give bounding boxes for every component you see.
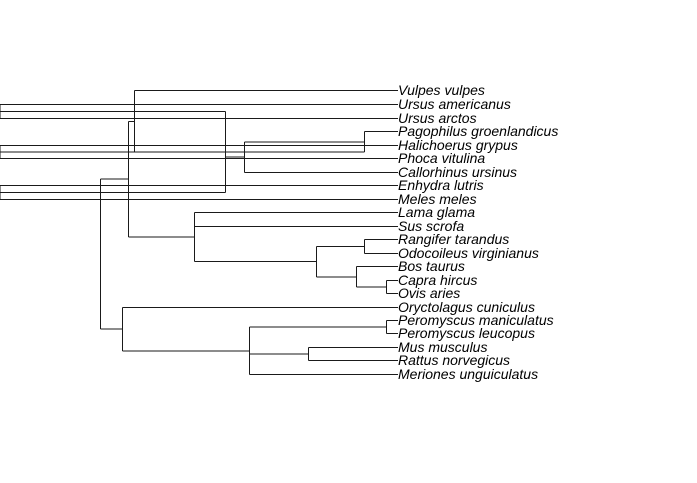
tip-label: Lama glama — [398, 204, 475, 220]
tip-label: Meriones unguiculatus — [398, 366, 538, 382]
tip-label: Phoca vitulina — [398, 150, 485, 166]
tip-label: Enhydra lutris — [398, 177, 484, 193]
tip-label: Rangifer tarandus — [398, 231, 509, 247]
tip-label: Halichoerus grypus — [398, 137, 518, 153]
tip-label: Ursus americanus — [398, 96, 511, 112]
tip-label: Bos taurus — [398, 258, 465, 274]
tip-label: Mus musculus — [398, 339, 487, 355]
tip-label: Oryctolagus cuniculus — [398, 299, 535, 315]
tip-label: Peromyscus maniculatus — [398, 312, 554, 328]
tip-label: Ursus arctos — [398, 110, 477, 126]
tip-label: Sus scrofa — [398, 218, 464, 234]
tip-label: Meles meles — [398, 191, 477, 207]
tip-label: Pagophilus groenlandicus — [398, 123, 558, 139]
tip-label: Vulpes vulpes — [398, 82, 485, 98]
tip-label: Peromyscus leucopus — [398, 325, 535, 341]
tip-label: Rattus norvegicus — [398, 352, 510, 368]
tip-label: Odocoileus virginianus — [398, 245, 539, 261]
tip-label: Ovis aries — [398, 285, 460, 301]
tip-label: Capra hircus — [398, 272, 477, 288]
tip-label: Callorhinus ursinus — [398, 164, 517, 180]
tree-branches — [0, 90, 398, 375]
